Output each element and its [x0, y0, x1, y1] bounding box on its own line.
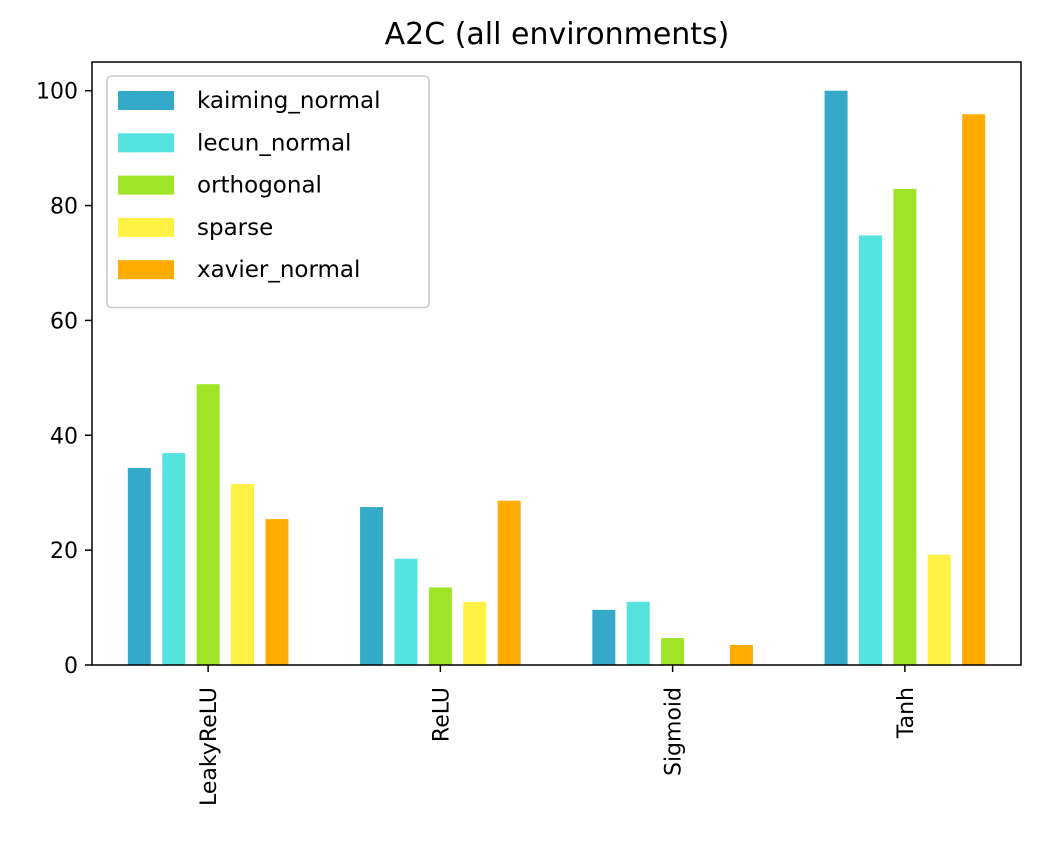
bar-xavier_normal-Tanh	[962, 114, 986, 665]
bar-xavier_normal-Sigmoid	[729, 644, 753, 665]
x-tick-label-LeakyReLU: LeakyReLU	[197, 687, 222, 806]
bar-sparse-Tanh	[927, 554, 951, 665]
legend-label-lecun_normal: lecun_normal	[197, 130, 351, 156]
legend-swatch-lecun_normal	[118, 133, 174, 153]
y-tick-label: 40	[50, 424, 78, 449]
bar-orthogonal-Sigmoid	[661, 638, 685, 665]
plot-frame	[91, 61, 1022, 666]
bar-lecun_normal-Sigmoid	[626, 601, 650, 665]
bar-lecun_normal-LeakyReLU	[162, 453, 186, 665]
chart-title: A2C (all environments)	[385, 17, 730, 52]
x-tick-label-ReLU: ReLU	[429, 687, 454, 742]
legend-box	[106, 75, 430, 309]
bar-kaiming_normal-LeakyReLU	[127, 468, 151, 665]
bar-sparse-ReLU	[463, 601, 487, 665]
bar-orthogonal-LeakyReLU	[196, 384, 220, 665]
bar-xavier_normal-ReLU	[497, 500, 521, 665]
legend: kaiming_normal lecun_normal orthogonal spar…	[106, 75, 430, 309]
legend-label-xavier_normal: xavier_normal	[197, 257, 360, 283]
y-tick-label: 0	[64, 654, 78, 679]
bar-lecun_normal-ReLU	[394, 558, 418, 665]
bar-kaiming_normal-Tanh	[824, 90, 848, 665]
y-tick-label: 80	[50, 195, 78, 220]
legend-swatch-orthogonal	[118, 175, 174, 195]
legend-swatch-sparse	[118, 217, 174, 237]
legend-label-kaiming_normal: kaiming_normal	[197, 88, 380, 114]
x-tick-label-Tanh: Tanh	[894, 687, 919, 739]
legend-swatch-kaiming_normal	[118, 91, 174, 110]
y-tick-label: 60	[50, 309, 78, 334]
bar-orthogonal-Tanh	[893, 188, 917, 666]
y-tick-label: 20	[50, 539, 78, 564]
y-tick-label: 100	[36, 80, 78, 105]
bar-orthogonal-ReLU	[428, 587, 452, 665]
bar-kaiming_normal-Sigmoid	[592, 609, 616, 665]
legend-label-orthogonal: orthogonal	[197, 173, 322, 199]
bar-sparse-LeakyReLU	[231, 484, 255, 665]
x-tick-label-Sigmoid: Sigmoid	[662, 687, 687, 776]
bar-lecun_normal-Tanh	[858, 235, 882, 665]
bars-layer	[127, 90, 986, 666]
legend-swatch-xavier_normal	[118, 260, 174, 280]
bar-xavier_normal-LeakyReLU	[265, 519, 289, 665]
legend-label-sparse: sparse	[197, 215, 273, 241]
axes-layer: 0 20 40 60 80 100 LeakyReLU ReLU Sigmoid Tanh	[36, 61, 1022, 806]
bar-kaiming_normal-ReLU	[360, 507, 384, 665]
